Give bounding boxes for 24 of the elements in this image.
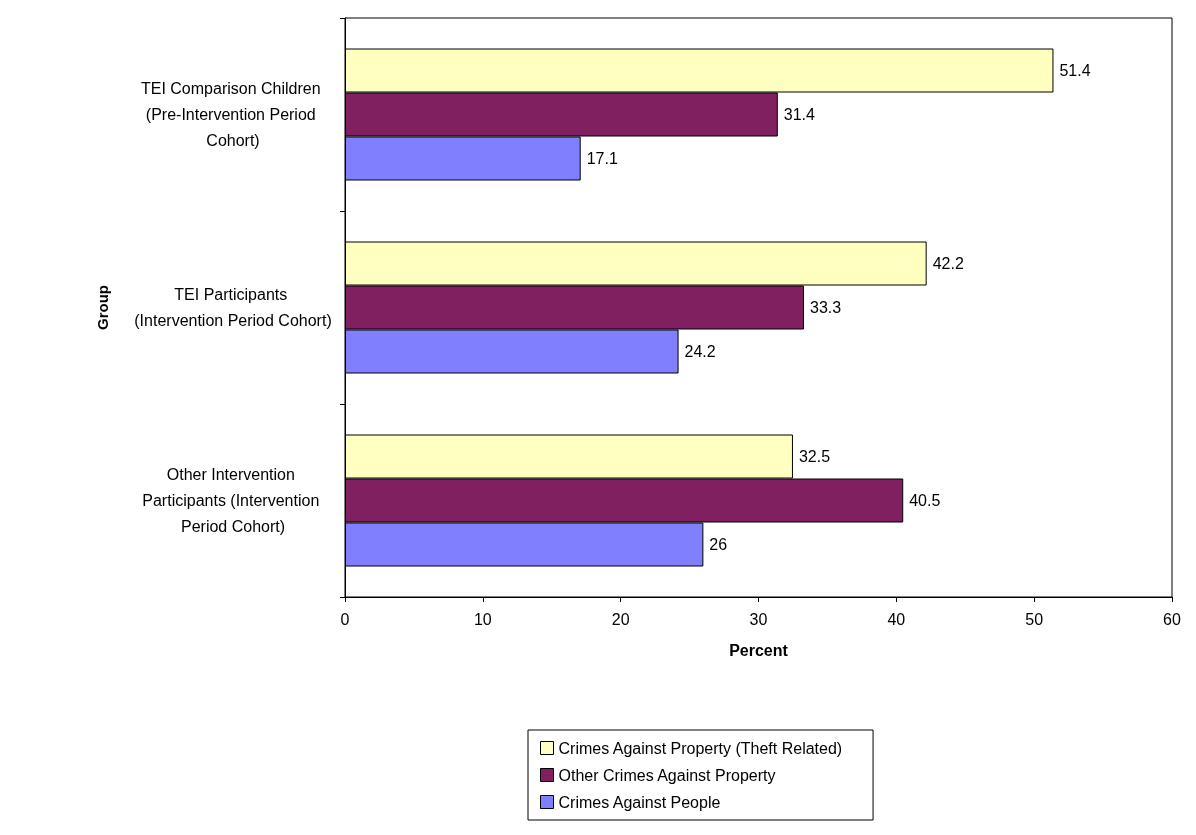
data-label: 33.3: [809, 299, 842, 316]
data-label: 40.5: [909, 492, 941, 509]
y-tick-label: Other Intervention Participants (Intervention Period Cohort): [142, 466, 324, 535]
data-label: 26: [709, 536, 728, 553]
x-tick-label: 0: [340, 610, 350, 628]
y-tick-label: TEI Comparison Children (Pre-Intervention Period Cohort): [140, 80, 326, 149]
x-tick-label: 60: [1163, 610, 1181, 628]
x-tick-label: 10: [473, 610, 492, 628]
data-label: 17.1: [586, 150, 618, 167]
x-tick-label: 50: [1025, 610, 1044, 628]
data-label: 31.4: [783, 106, 816, 123]
legend-label: Crimes Against Property (Theft Related): [558, 739, 843, 757]
x-tick-label: 30: [749, 610, 768, 628]
data-label: 24.2: [684, 343, 716, 360]
x-tick-label: 40: [887, 610, 906, 628]
x-axis-title: Percent: [729, 641, 789, 659]
legend-label: Other Crimes Against Property: [558, 766, 776, 784]
x-tick-label: 20: [611, 610, 630, 628]
y-tick-label: TEI Participants (Intervention Period Cohort): [134, 286, 332, 329]
y-axis-title: Group: [94, 285, 111, 330]
data-label: 32.5: [798, 448, 831, 465]
data-label: 42.2: [932, 255, 964, 272]
legend-label: Crimes Against People: [558, 793, 721, 811]
data-label: 51.4: [1059, 62, 1091, 79]
